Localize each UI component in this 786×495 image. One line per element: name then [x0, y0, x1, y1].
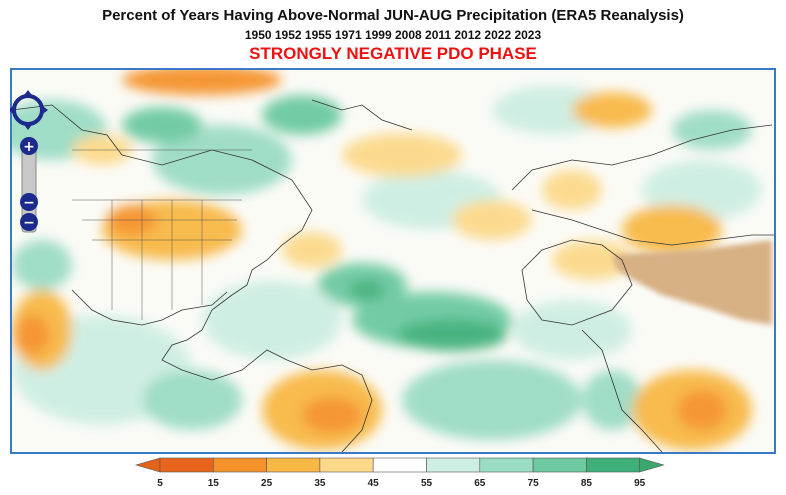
colorbar-tick-label: 85: [581, 478, 593, 489]
zoom-out-button-upper[interactable]: −: [20, 193, 38, 211]
zoom-in-label: +: [23, 139, 35, 155]
colorbar-tick-label: 75: [528, 478, 540, 489]
colorbar-tick-label: 65: [474, 478, 486, 489]
zoom-out-label-upper: −: [23, 195, 35, 211]
colorbar-tick-label: 15: [208, 478, 220, 489]
state-borders: [72, 149, 252, 320]
years-list: 1950 1952 1955 1971 1999 2008 2011 2012 …: [244, 28, 542, 42]
colorbar-tick-label: 45: [368, 478, 380, 489]
chart-title: Percent of Years Having Above-Normal JUN…: [102, 7, 684, 24]
dry-region: [612, 240, 772, 325]
colorbar-segment: [479, 457, 534, 473]
colorbar-segment: [426, 457, 481, 473]
colorbar-segment: [532, 457, 587, 473]
colorbar-segment: [159, 457, 214, 473]
zoom-in-button[interactable]: +: [20, 137, 38, 155]
colorbar-tick-label: 5: [157, 478, 163, 489]
map-navigation: + − −: [8, 86, 50, 246]
colorbar-segment: [213, 457, 267, 473]
colorbar-segment: [586, 457, 640, 473]
precip-field: [12, 70, 762, 450]
coastlines: [12, 99, 774, 452]
colorbar-low-arrow: [134, 457, 161, 473]
colorbar-high-arrow: [639, 457, 665, 473]
pan-arrows-icon[interactable]: [8, 90, 48, 130]
colorbar-segment: [372, 457, 427, 473]
zoom-out-label: −: [23, 215, 35, 231]
colorbar-segment: [319, 457, 374, 473]
colorbar-legend: 5 15 25 35 45 55 65 75 85 95: [130, 456, 670, 490]
pdo-phase-label: STRONGLY NEGATIVE PDO PHASE: [249, 44, 537, 63]
colorbar-tick-label: 95: [634, 478, 646, 489]
zoom-out-button[interactable]: −: [20, 213, 38, 231]
colorbar-tick-label: 55: [421, 478, 433, 489]
colorbar-segment: [266, 457, 321, 473]
colorbar-tick-label: 35: [314, 478, 326, 489]
colorbar-tick-label: 25: [261, 478, 273, 489]
precipitation-map[interactable]: [10, 68, 776, 454]
map-canvas: [12, 70, 774, 452]
